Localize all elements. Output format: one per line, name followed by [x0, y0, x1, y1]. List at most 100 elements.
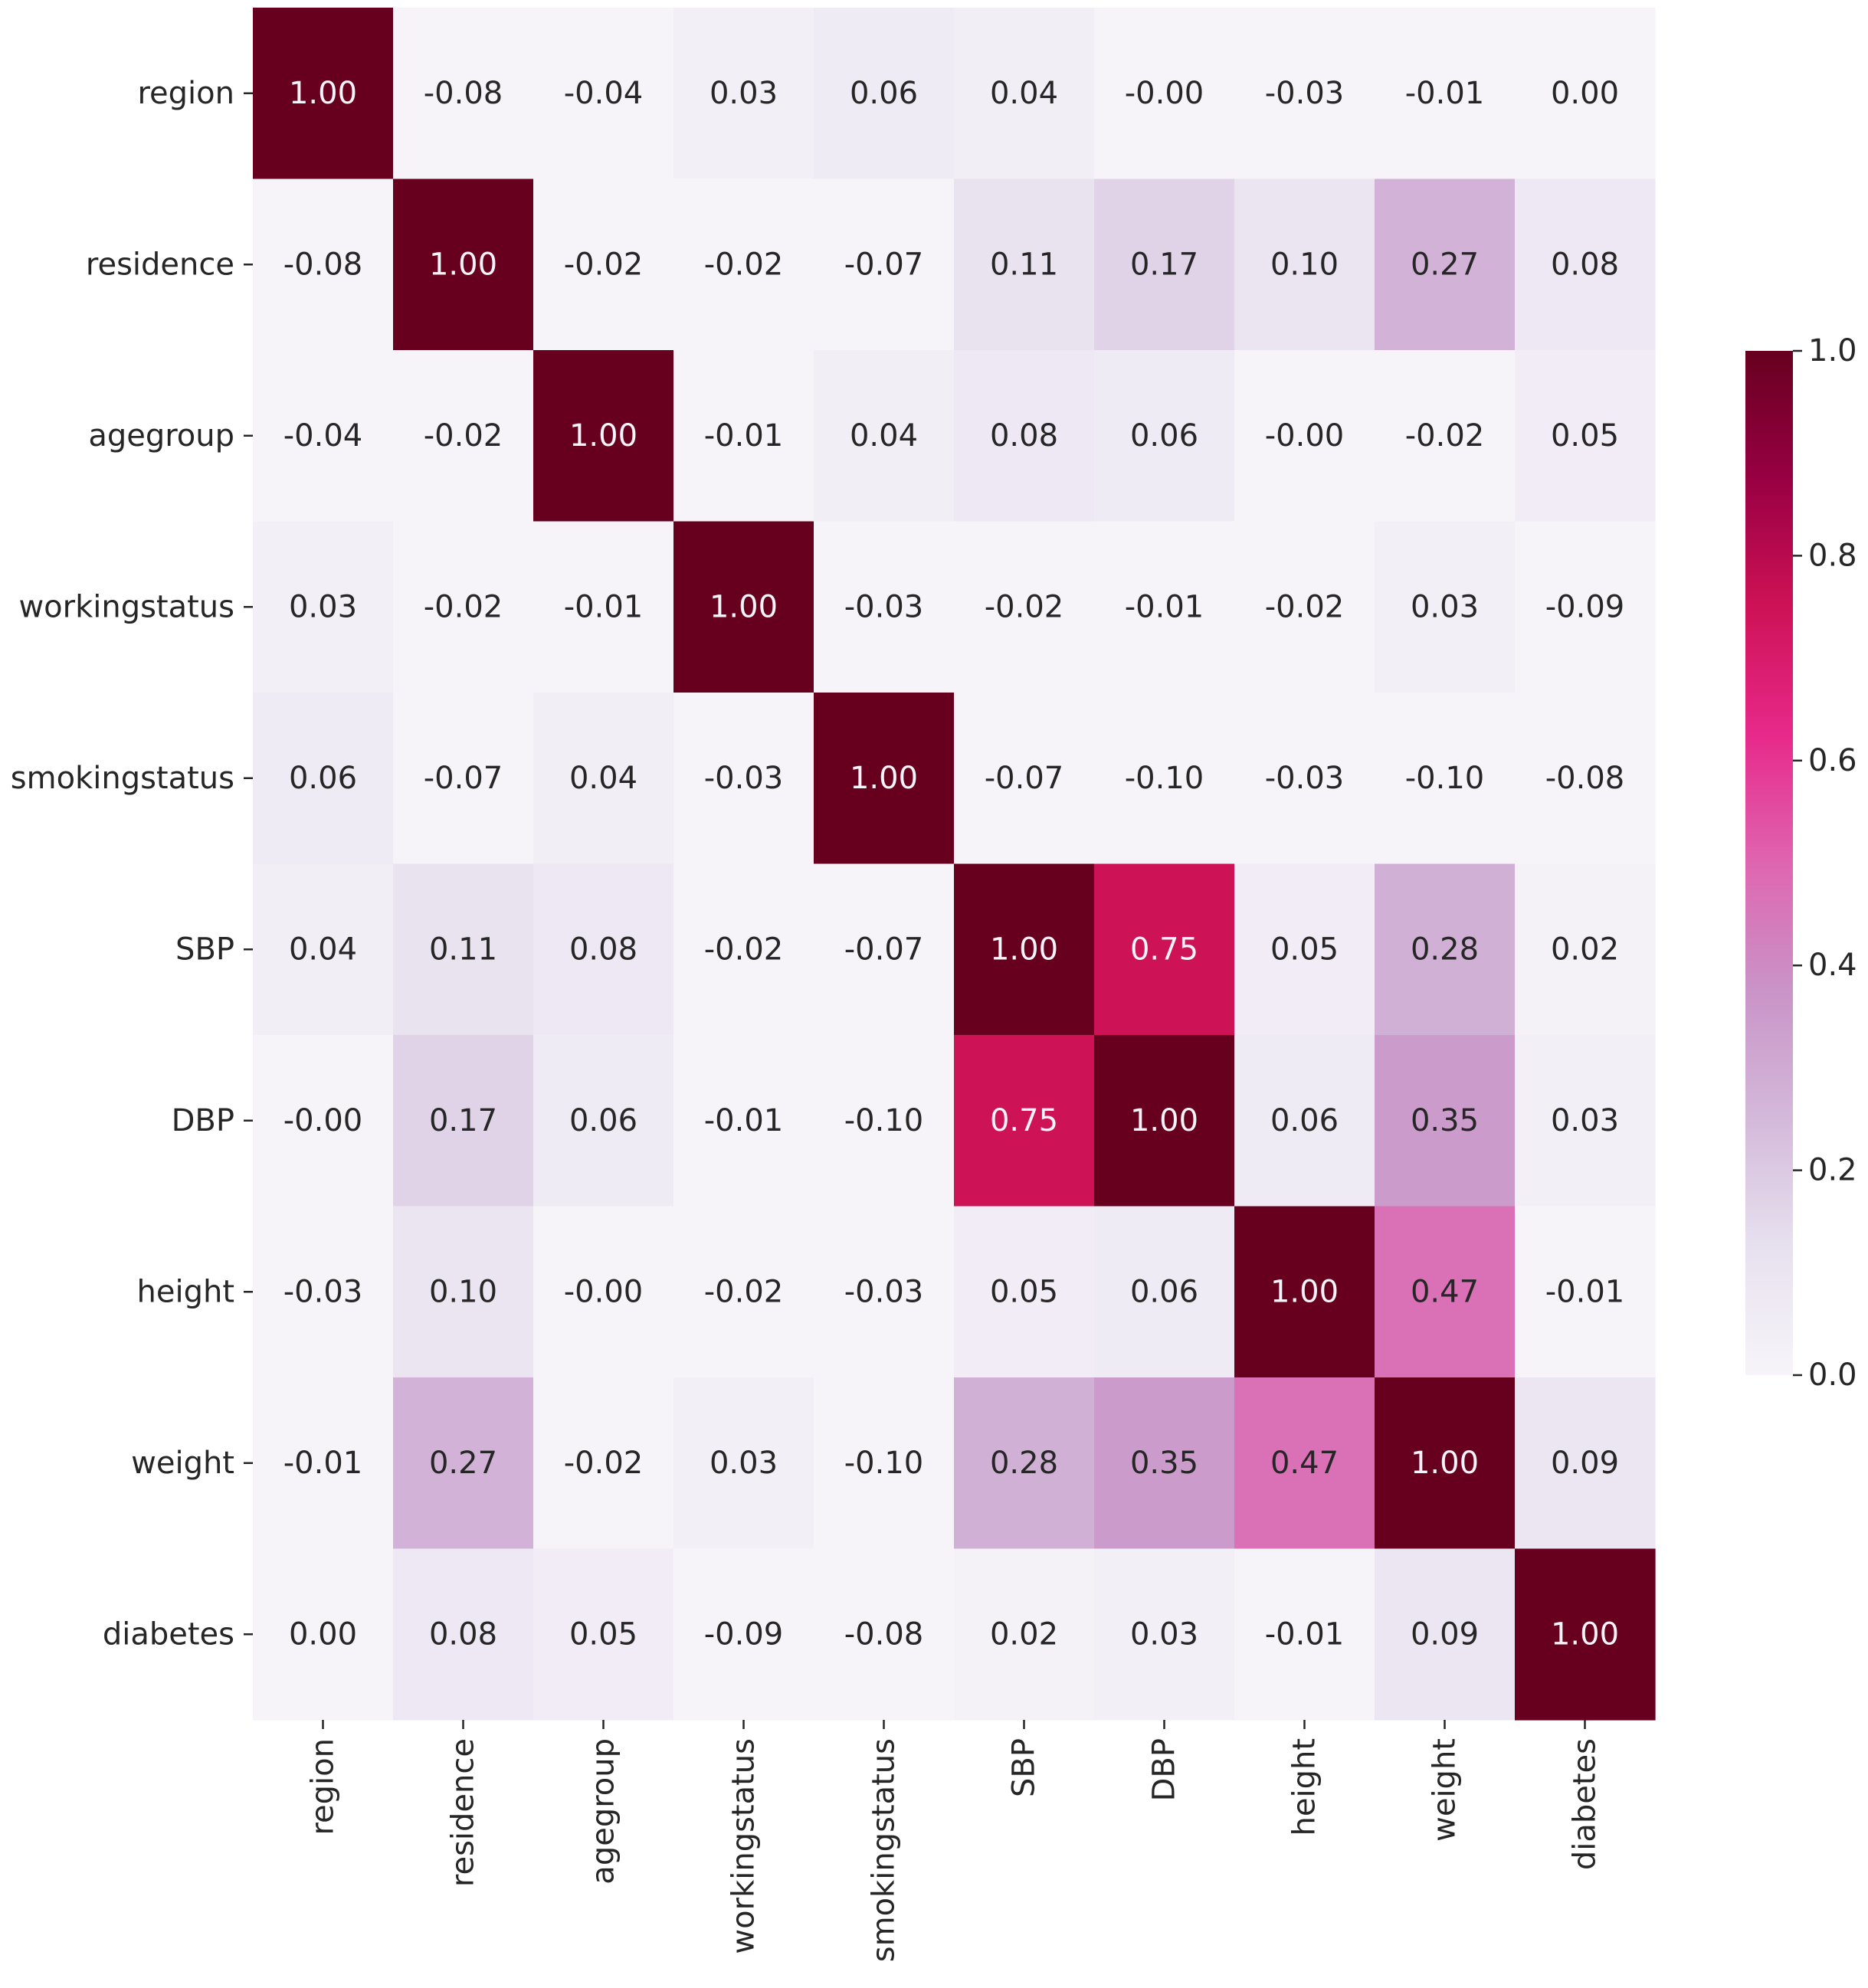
cell-annotation: -0.02	[1265, 589, 1345, 624]
heatmap-cell	[673, 1035, 814, 1207]
cell-annotation: -0.10	[844, 1446, 924, 1481]
heatmap-cell	[1234, 1206, 1375, 1378]
heatmap-cell	[1515, 178, 1656, 351]
heatmap-cell	[533, 1035, 674, 1207]
cell-annotation: 0.47	[1411, 1274, 1479, 1309]
heatmap-cell	[673, 178, 814, 351]
heatmap-cell	[393, 1548, 534, 1721]
heatmap-cell	[1234, 350, 1375, 522]
cell-annotation: 1.00	[850, 761, 918, 796]
cell-annotation: -0.00	[1125, 76, 1204, 111]
heatmap-cell	[1094, 178, 1235, 351]
cell-annotation: 0.04	[569, 761, 637, 796]
cell-annotation: -0.00	[283, 1103, 363, 1138]
cell-annotation: -0.02	[564, 1446, 644, 1481]
cell-annotation: 0.02	[1551, 932, 1619, 967]
colorbar-gradient-bar	[1745, 351, 1793, 1375]
cell-annotation: 1.00	[990, 932, 1058, 967]
heatmap-cell	[814, 350, 955, 522]
cell-annotation: 0.09	[1411, 1616, 1479, 1652]
cell-annotation: -0.03	[1265, 761, 1345, 796]
cell-annotation: 0.06	[1130, 418, 1198, 454]
heatmap-cell	[1094, 1548, 1235, 1721]
cell-annotation: -0.03	[844, 589, 924, 624]
heatmap-cell	[1515, 1206, 1656, 1378]
cell-annotation: 0.04	[990, 76, 1058, 111]
heatmap-cell	[1375, 178, 1516, 351]
cell-annotation: -0.03	[283, 1274, 363, 1309]
heatmap-cell	[393, 1206, 534, 1378]
heatmap-cell	[1234, 1377, 1375, 1550]
heatmap-cell	[253, 178, 394, 351]
cell-annotation: 0.75	[990, 1103, 1058, 1138]
heatmap-cell	[393, 178, 534, 351]
colorbar-tick-label: 0.4	[1808, 948, 1857, 983]
heatmap-cells	[253, 8, 1656, 1721]
heatmap-cell	[393, 521, 534, 693]
y-tick-label: SBP	[175, 932, 234, 967]
x-tick-label: SBP	[1007, 1738, 1042, 1797]
cell-annotation: 1.00	[1270, 1274, 1339, 1309]
heatmap-cell	[1515, 693, 1656, 865]
heatmap-cell	[393, 8, 534, 180]
heatmap-cell	[253, 521, 394, 693]
cell-annotation: -0.01	[704, 418, 784, 454]
x-tick-label: residence	[446, 1738, 481, 1887]
heatmap-cell	[673, 350, 814, 522]
colorbar-tick-label: 0.6	[1808, 743, 1857, 778]
cell-annotation: 0.10	[429, 1274, 497, 1309]
heatmap-cell	[533, 521, 674, 693]
x-tick-label: diabetes	[1568, 1738, 1603, 1870]
heatmap-annotations: 1.00 -0.08 -0.04 0.03 0.06 0.04 -0.00 -0.03 -0.0…	[283, 76, 1625, 1652]
heatmap-cell	[814, 1377, 955, 1550]
heatmap-cell	[673, 8, 814, 180]
colorbar-tick-label: 0.0	[1808, 1358, 1857, 1393]
heatmap-cell	[1234, 1035, 1375, 1207]
cell-annotation: 0.47	[1270, 1446, 1339, 1481]
colorbar: 0.0 0.2 0.4 0.6 0.8 1.0	[1745, 333, 1857, 1393]
heatmap-cell	[1375, 863, 1516, 1036]
cell-annotation: -0.02	[985, 589, 1064, 624]
heatmap-cell	[673, 1548, 814, 1721]
heatmap-cell	[1094, 1206, 1235, 1378]
cell-annotation: 1.00	[569, 418, 637, 454]
x-tick-label: DBP	[1147, 1738, 1182, 1801]
cell-annotation: -0.10	[1405, 761, 1485, 796]
heatmap-cell	[954, 350, 1095, 522]
cell-annotation: -0.03	[1265, 76, 1345, 111]
x-tick-label: agegroup	[586, 1738, 621, 1885]
heatmap-cell	[253, 693, 394, 865]
heatmap-cell	[1515, 350, 1656, 522]
y-tick-label: agegroup	[88, 418, 234, 454]
heatmap-cell	[1375, 1548, 1516, 1721]
x-tick-label: smokingstatus	[867, 1738, 902, 1962]
y-tick-label: height	[137, 1274, 235, 1309]
heatmap-cell	[814, 178, 955, 351]
cell-annotation: -0.00	[564, 1274, 644, 1309]
heatmap-cell	[393, 863, 534, 1036]
cell-annotation: -0.01	[704, 1103, 784, 1138]
heatmap-cell	[1234, 8, 1375, 180]
heatmap-cell	[673, 693, 814, 865]
cell-annotation: -0.02	[704, 932, 784, 967]
cell-annotation: -0.10	[1125, 761, 1204, 796]
heatmap-cell	[1515, 8, 1656, 180]
heatmap-cell	[253, 863, 394, 1036]
cell-annotation: 0.03	[1551, 1103, 1619, 1138]
cell-annotation: 1.00	[1130, 1103, 1198, 1138]
cell-annotation: 0.05	[569, 1616, 637, 1652]
x-tick-label: height	[1287, 1738, 1322, 1836]
heatmap-cell	[253, 1035, 394, 1207]
cell-annotation: -0.08	[844, 1616, 924, 1652]
cell-annotation: -0.01	[283, 1446, 363, 1481]
heatmap-cell	[533, 350, 674, 522]
heatmap-cell	[954, 1035, 1095, 1207]
heatmap-cell	[954, 693, 1095, 865]
cell-annotation: 0.08	[1551, 247, 1619, 282]
cell-annotation: -0.07	[844, 247, 924, 282]
heatmap-cell	[393, 350, 534, 522]
cell-annotation: 1.00	[429, 247, 497, 282]
cell-annotation: 0.27	[429, 1446, 497, 1481]
heatmap-cell	[1375, 693, 1516, 865]
cell-annotation: -0.01	[1405, 76, 1485, 111]
